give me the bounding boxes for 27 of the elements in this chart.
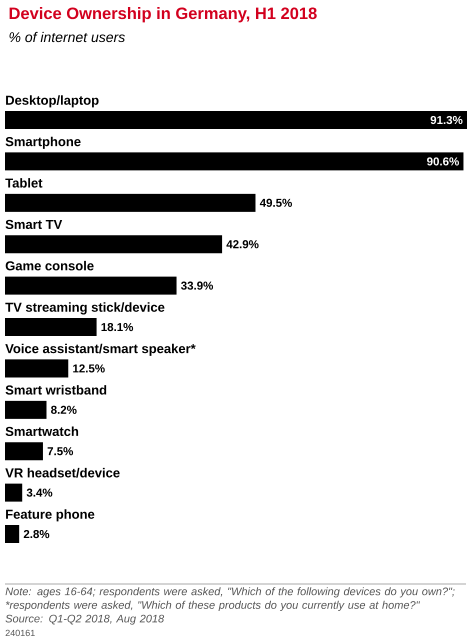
chart-title: Device Ownership in Germany, H1 2018 (10, 7, 317, 22)
y-tick-label: Game console (6, 260, 94, 270)
text: 240161 (6, 630, 35, 636)
text: Note: ages 16-64; respondents were asked, "Which of the following devices do you own?"; *respondents were asked, "Which of these products do you currently use at home?" (6, 587, 455, 612)
data-label: 12.5% (73, 364, 105, 372)
y-tick-label: Tablet (5, 178, 42, 188)
y-tick-label: Desktop/laptop (6, 95, 99, 108)
y-tick-label: Smart TV (6, 220, 62, 230)
source-note: Source: Q1-Q2 2018, Aug 2018 (6, 614, 164, 625)
y-tick-label: VR headset/device (5, 468, 120, 478)
data-label: 49.5% (260, 198, 292, 207)
y-tick-label: Feature phone (6, 509, 94, 522)
y-tick-label: Smart wristband (6, 385, 106, 395)
data-label: 42.9% (226, 240, 259, 248)
data-label: 91.3% (430, 116, 462, 124)
data-label: 90.6% (427, 157, 459, 166)
y-tick-label: Voice assistant/smart speaker* (5, 344, 196, 356)
data-label: 8.2% (51, 406, 77, 414)
chart-subtitle: % of internet users (10, 32, 125, 42)
data-label: 3.4% (26, 488, 52, 497)
y-tick-label: Smartphone (6, 136, 81, 149)
data-label: 7.5% (48, 447, 74, 456)
data-label: 2.8% (24, 530, 50, 538)
data-label: 18.1% (102, 322, 134, 332)
data-label: 33.9% (181, 282, 214, 290)
y-tick-label: TV streaming stick/device (5, 302, 164, 314)
y-tick-label: Smartwatch (6, 426, 78, 436)
